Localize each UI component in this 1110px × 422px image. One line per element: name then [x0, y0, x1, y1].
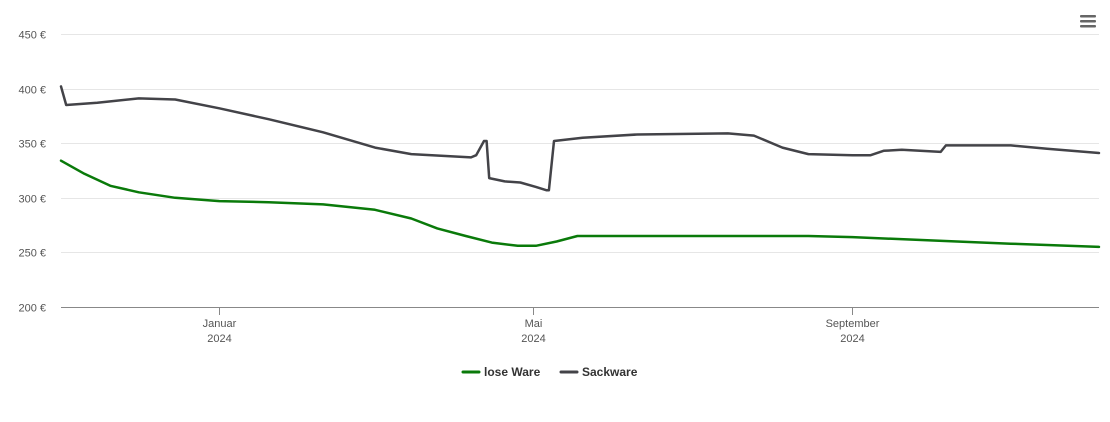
hamburger-menu-icon[interactable]	[1076, 10, 1100, 32]
legend-label: Sackware	[582, 365, 638, 379]
y-tick-label: 300 €	[18, 194, 46, 206]
legend-item-1[interactable]: Sackware	[559, 365, 638, 379]
y-tick-label: 250 €	[18, 248, 46, 260]
y-axis: 200 € 250 € 300 € 350 € 400 € 450 €	[18, 30, 46, 315]
legend-item-0[interactable]: lose Ware	[461, 365, 541, 379]
y-tick-label: 350 €	[18, 139, 46, 151]
legend: lose Ware Sackware	[461, 365, 638, 379]
x-tick-year: 2024	[840, 333, 864, 345]
x-tick-year: 2024	[521, 333, 545, 345]
x-tick-month: Mai	[525, 318, 543, 330]
series-lines	[59, 85, 1101, 249]
y-tick-label: 400 €	[18, 85, 46, 97]
series-line-0[interactable]	[59, 159, 1101, 249]
y-tick-label: 450 €	[18, 30, 46, 42]
x-tick-month: September	[826, 318, 880, 330]
grid-lines	[61, 34, 1099, 253]
x-tick-year: 2024	[207, 333, 231, 345]
x-axis: Januar 2024 Mai 2024 September 2024	[61, 307, 1099, 345]
x-tick-month: Januar	[203, 318, 237, 330]
y-tick-label: 200 €	[18, 303, 46, 315]
series-line-1[interactable]	[59, 85, 1101, 192]
legend-label: lose Ware	[484, 365, 541, 379]
